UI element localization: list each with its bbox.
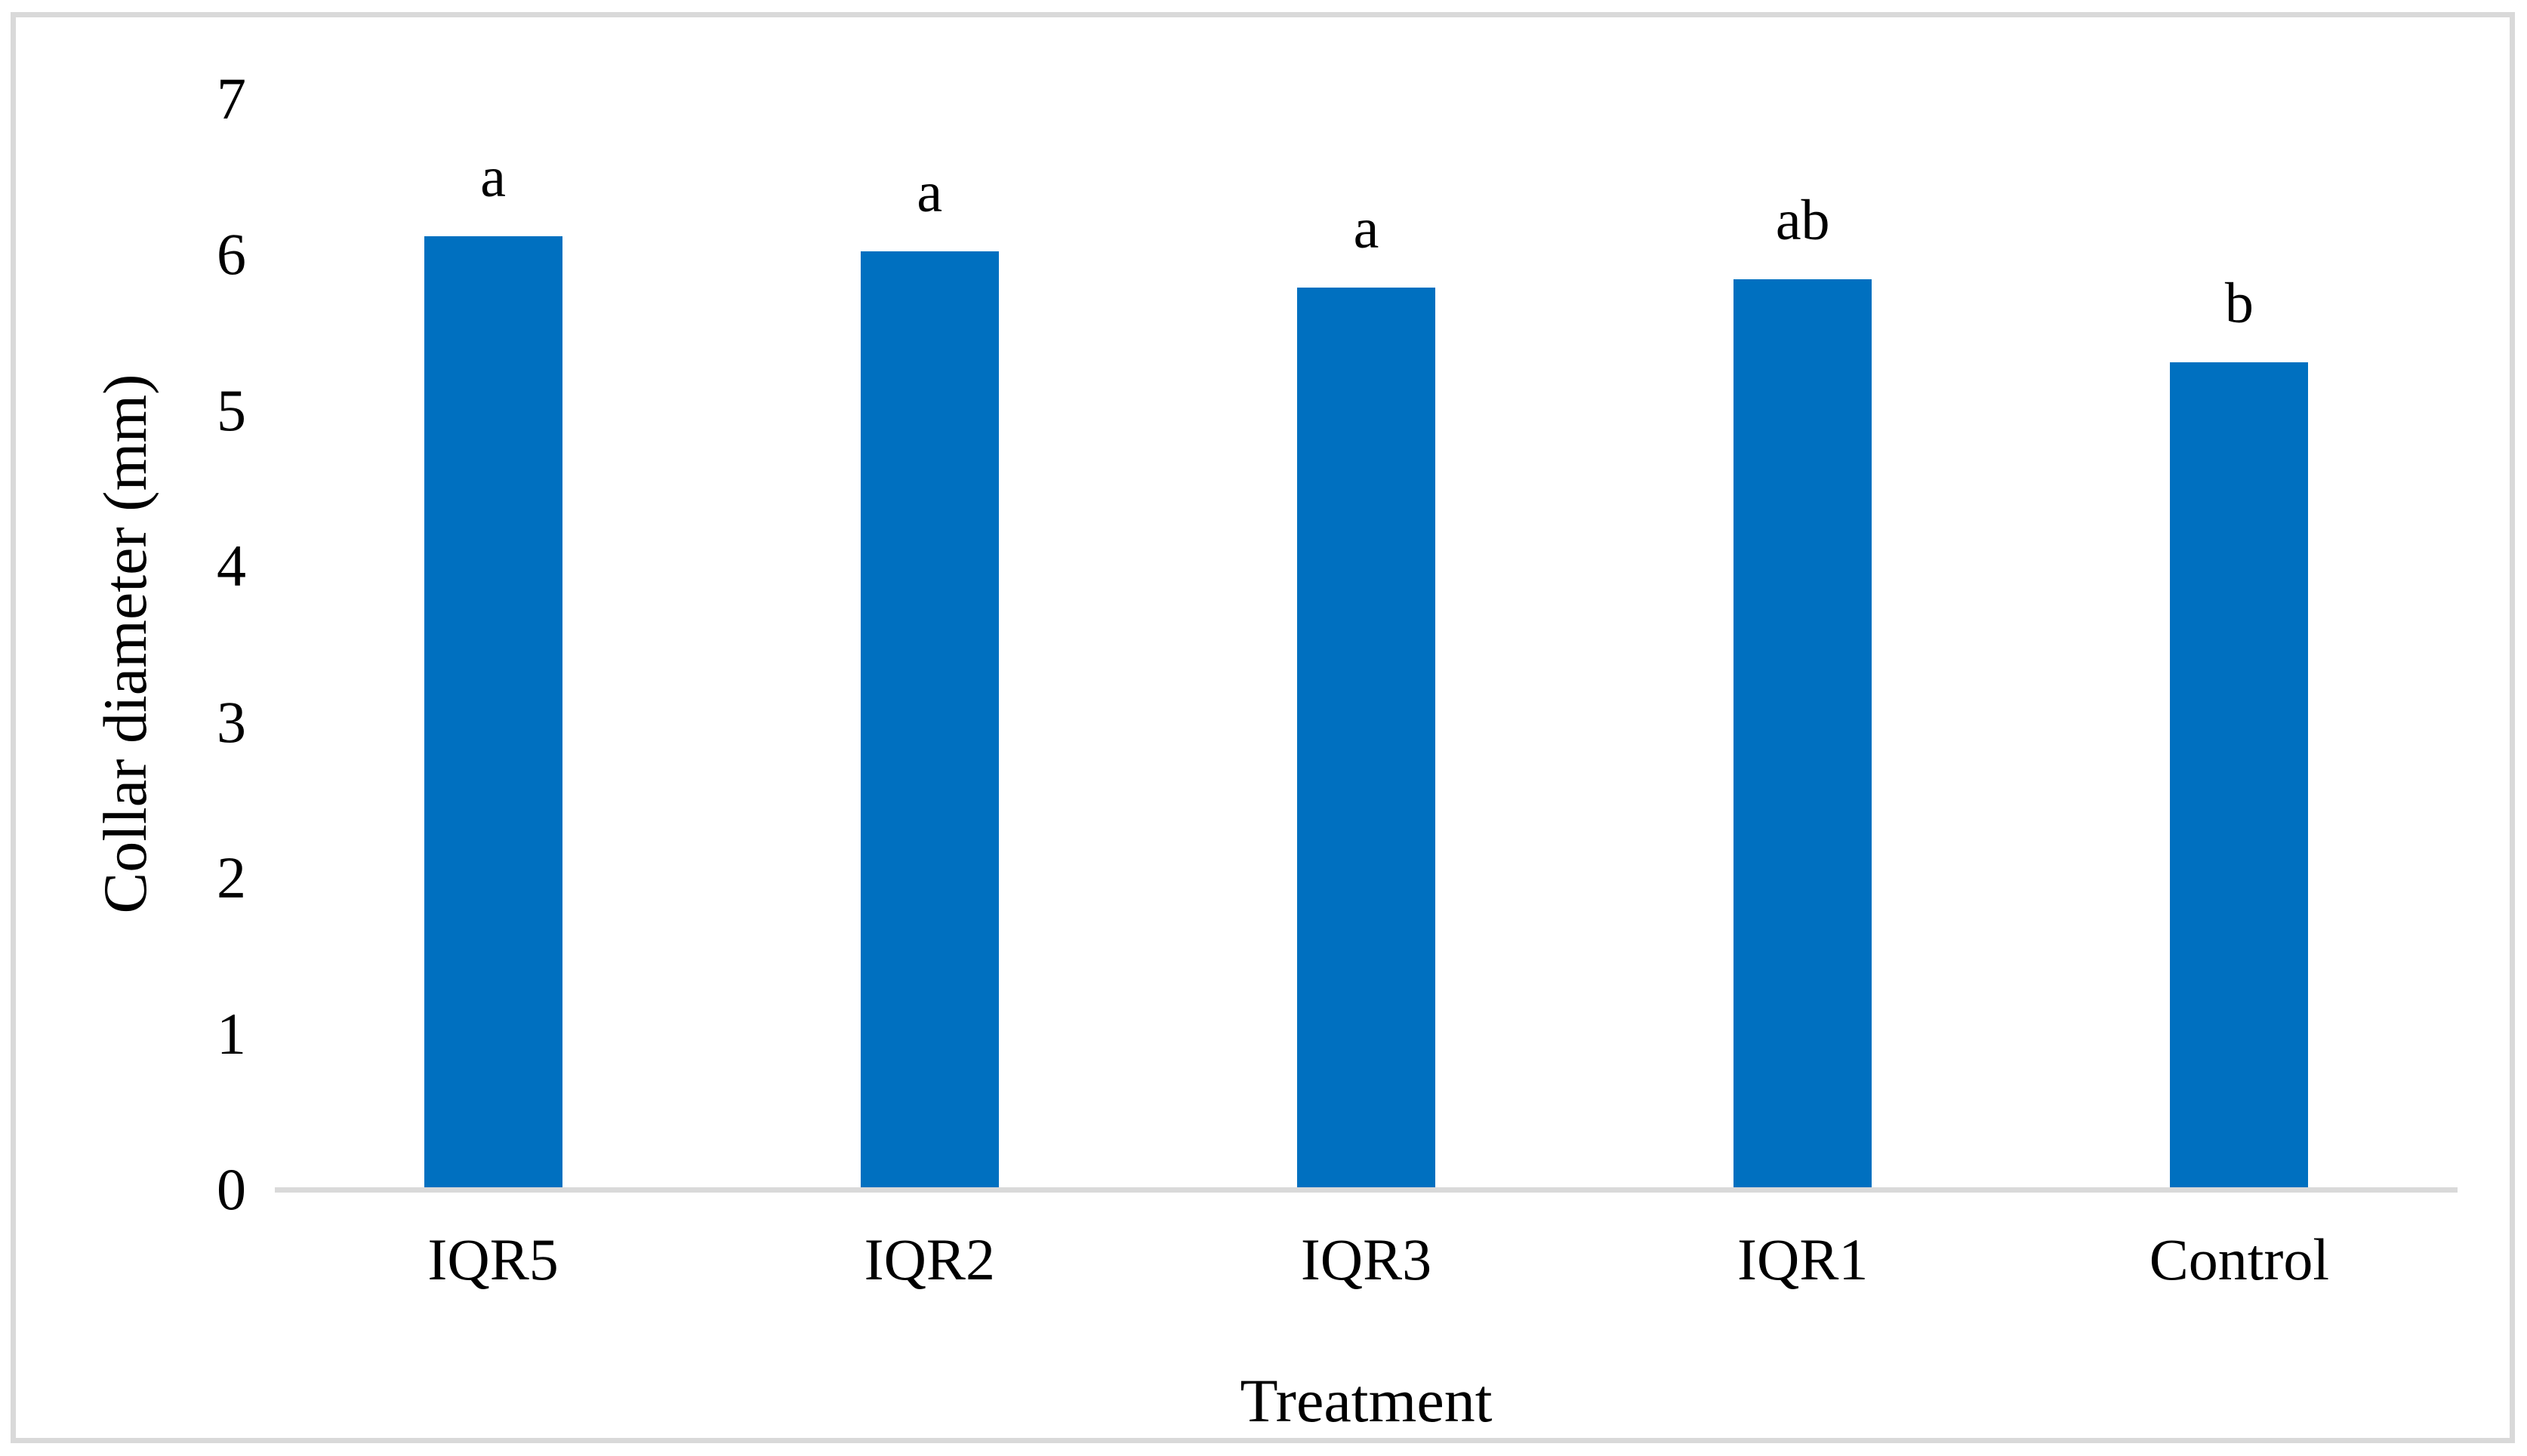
- significance-letter: a: [1353, 196, 1379, 260]
- significance-letter: a: [480, 145, 506, 209]
- bar-IQR2: [860, 251, 999, 1190]
- x-category-label-IQR5: IQR5: [427, 1227, 559, 1292]
- significance-letter: a: [917, 161, 943, 225]
- y-tick-label: 1: [217, 1000, 246, 1067]
- y-tick-label: 7: [217, 66, 246, 131]
- y-tick-label: 6: [217, 221, 246, 288]
- bar-IQR1: [1733, 279, 1872, 1190]
- x-category-label-IQR1: IQR1: [1737, 1227, 1869, 1292]
- y-tick-label: 5: [217, 377, 246, 443]
- x-axis-line: [275, 1187, 2458, 1193]
- y-tick-label: 0: [217, 1156, 246, 1222]
- x-category-label-IQR2: IQR2: [864, 1227, 995, 1292]
- chart-frame: Collar diameter (mm) 0 1 2 3 4 5 6 7 a a a ab b IQR…: [11, 12, 2515, 1443]
- y-tick-label: 2: [217, 845, 246, 911]
- significance-letter: b: [2224, 271, 2254, 335]
- x-category-label-Control: Control: [2149, 1227, 2330, 1292]
- bar-IQR5: [424, 235, 562, 1190]
- bar-Control: [2170, 362, 2309, 1190]
- bar-chart: Collar diameter (mm) 0 1 2 3 4 5 6 7 a a a ab b IQR…: [16, 17, 2510, 1438]
- x-category-label-IQR3: IQR3: [1300, 1227, 1432, 1292]
- significance-letter: ab: [1775, 189, 1830, 253]
- y-tick-label: 3: [217, 688, 246, 755]
- x-axis-title: Treatment: [1240, 1366, 1493, 1435]
- bar-IQR3: [1297, 287, 1435, 1190]
- y-tick-label: 4: [217, 533, 246, 599]
- y-axis-title: Collar diameter (mm): [91, 374, 159, 914]
